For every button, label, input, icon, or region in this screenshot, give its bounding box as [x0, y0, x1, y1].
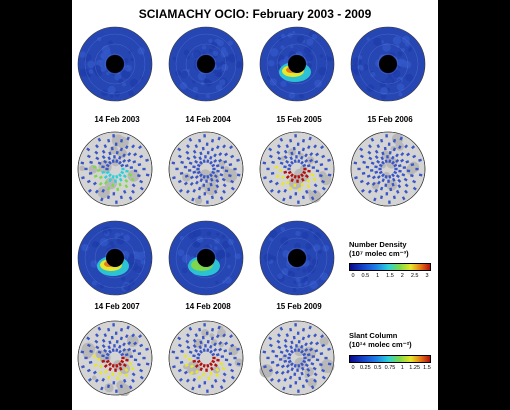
- figure-title: SCIAMACHY OClO: February 2003 - 2009: [138, 7, 372, 21]
- density-map-2005: [259, 26, 335, 102]
- colorbar-tick-label: 0.25: [359, 365, 371, 371]
- density-colorbar: [349, 263, 431, 271]
- slant-map-2009: [259, 320, 335, 396]
- colorbar-tick-label: 0.5: [361, 273, 370, 279]
- density-legend-units: (10⁷ molec cm⁻³): [349, 249, 409, 258]
- map-date-label: 14 Feb 2008: [185, 302, 231, 311]
- density-colorbar-ticks: 0 0.5 1 1.5 2 2.5 3: [349, 273, 431, 281]
- map-date-label: 14 Feb 2007: [94, 302, 140, 311]
- slant-legend-line1: Slant Column: [349, 331, 398, 340]
- colorbar-tick-label: 1.5: [386, 273, 394, 279]
- slant-legend-title: Slant Column (10¹⁴ molec cm⁻²): [349, 331, 412, 349]
- density-map-2004: [168, 26, 244, 102]
- density-legend-title: Number Density (10⁷ molec cm⁻³): [349, 240, 409, 258]
- slant-map-2004: [168, 131, 244, 207]
- colorbar-tick-label: 2.5: [410, 273, 419, 279]
- density-map-2009: [259, 220, 335, 296]
- map-date-label: 14 Feb 2003: [94, 115, 140, 124]
- density-map-2006: [350, 26, 426, 102]
- colorbar-tick-label: 0.75: [384, 365, 396, 371]
- slant-map-2005: [259, 131, 335, 207]
- density-map-2003: [77, 26, 153, 102]
- colorbar-tick-label: 1: [376, 273, 380, 279]
- map-date-label: 15 Feb 2005: [276, 115, 322, 124]
- slant-colorbar: [349, 355, 431, 363]
- map-date-label: 15 Feb 2006: [367, 115, 413, 124]
- colorbar-tick-label: 2: [400, 273, 404, 279]
- colorbar-tick-label: 0.5: [373, 365, 382, 371]
- slant-map-2006: [350, 131, 426, 207]
- slant-colorbar-ticks: 0 0.25 0.5 0.75 1 1.25 1.5: [349, 365, 431, 373]
- colorbar-tick-label: 0: [351, 365, 355, 371]
- map-date-label: 15 Feb 2009: [276, 302, 322, 311]
- density-map-2008: [168, 220, 244, 296]
- map-date-label: 14 Feb 2004: [185, 115, 231, 124]
- slant-map-2003: [77, 131, 153, 207]
- density-legend-line1: Number Density: [349, 240, 407, 249]
- density-map-2007: [77, 220, 153, 296]
- slant-map-2007: [77, 320, 153, 396]
- slant-map-2008: [168, 320, 244, 396]
- colorbar-tick-label: 3: [425, 273, 429, 279]
- figure-panel: SCIAMACHY OClO: February 2003 - 2009 14 …: [72, 0, 438, 410]
- colorbar-tick-label: 0: [351, 273, 355, 279]
- colorbar-tick-label: 1: [400, 365, 404, 371]
- colorbar-tick-label: 1.5: [423, 365, 431, 371]
- colorbar-tick-label: 1.25: [409, 365, 421, 371]
- slant-legend-units: (10¹⁴ molec cm⁻²): [349, 340, 412, 349]
